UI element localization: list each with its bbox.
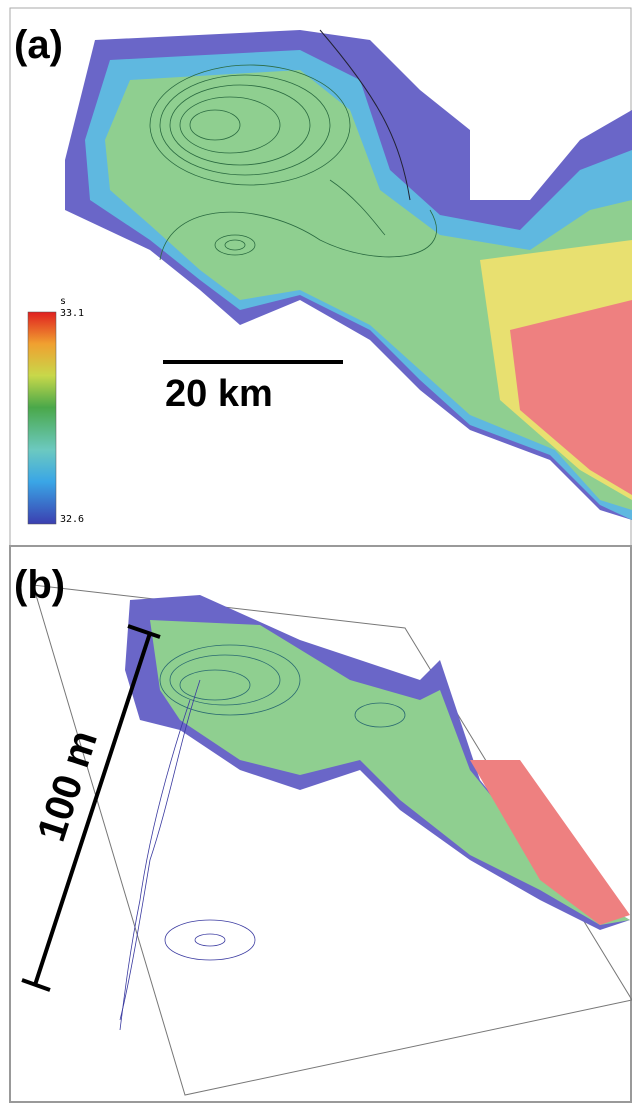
panel-b: (b) 100 m bbox=[10, 546, 632, 1102]
page: {"panel_a": {"label": "(a)", "colorbar":… bbox=[0, 0, 632, 1103]
panel-label: (b) bbox=[14, 563, 65, 607]
panel-a: (a) s 33.1 32.6 20 km bbox=[10, 8, 632, 546]
colorbar-variable: s bbox=[60, 296, 66, 307]
colorbar-min: 32.6 bbox=[60, 514, 84, 525]
colorbar-max: 33.1 bbox=[60, 308, 84, 319]
scale-bar-label: 20 km bbox=[165, 373, 273, 415]
figure: (a) s 33.1 32.6 20 km (b) 100 m bbox=[0, 0, 632, 1103]
colorbar bbox=[28, 312, 56, 524]
panel-label: (a) bbox=[14, 23, 63, 67]
